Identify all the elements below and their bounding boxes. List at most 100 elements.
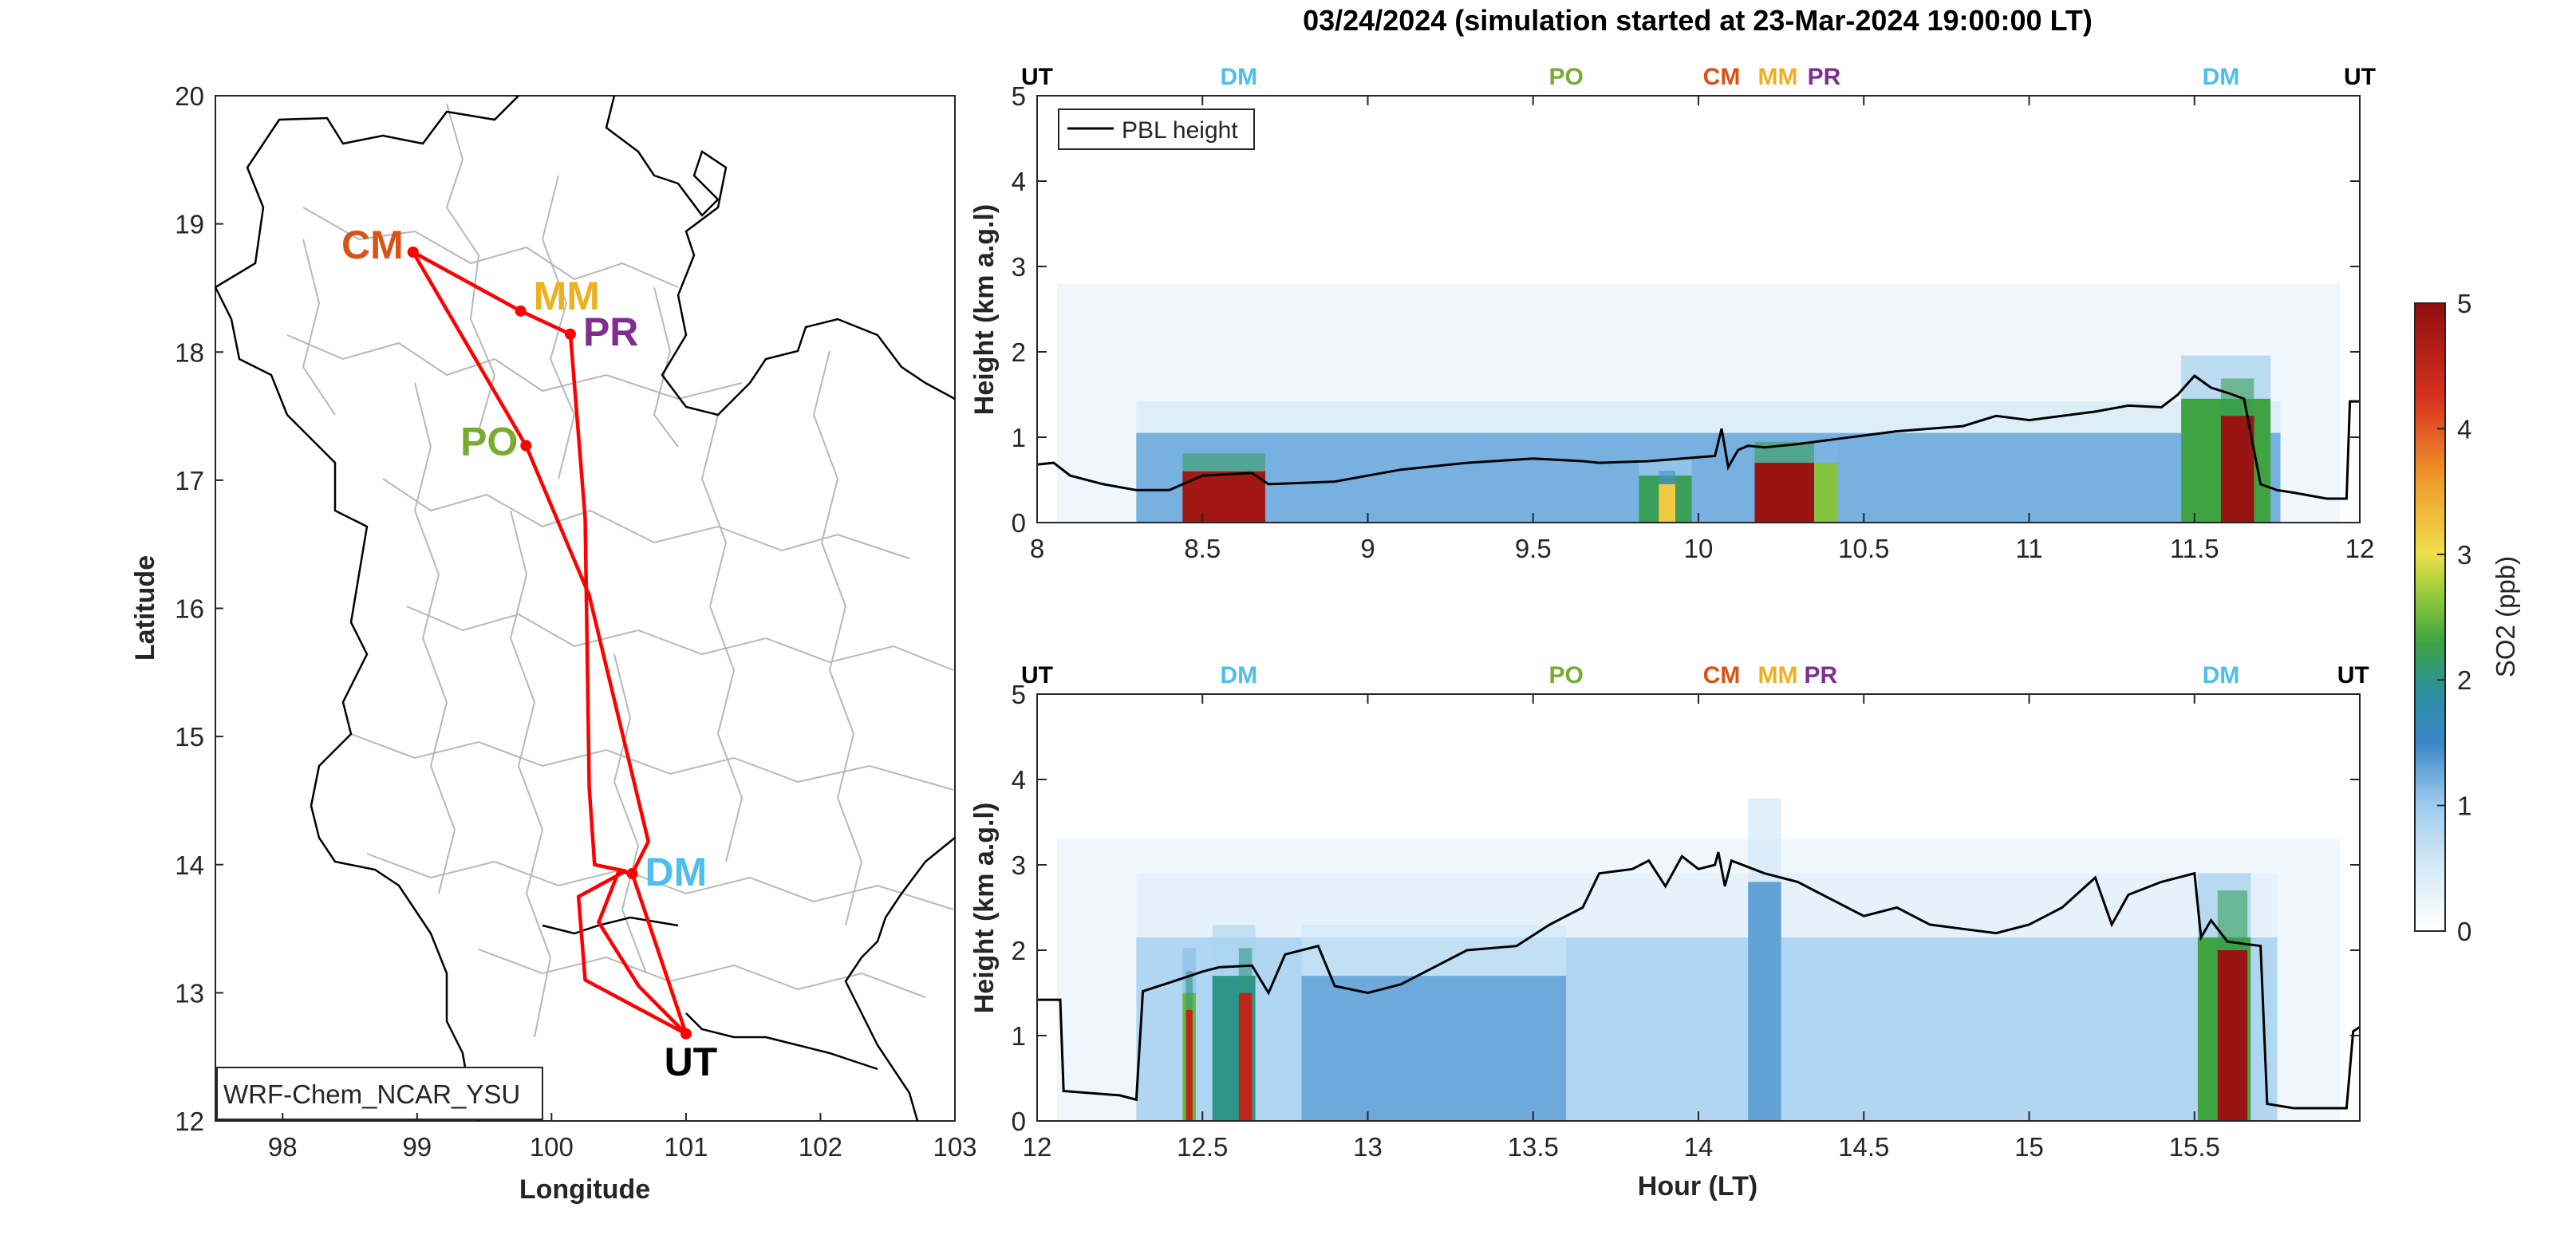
bottom-so2-cell [2217,950,2248,1121]
top-so2-cell [2220,416,2254,523]
bottom-ytick-label: 0 [1012,1107,1026,1136]
map-xtick-label: 99 [402,1132,432,1162]
top-xtick-label: 9 [1360,534,1375,563]
top-stop-label-pr: PR [1808,64,1841,90]
colorbar-tick-label: 0 [2457,917,2471,946]
top-ytick-label: 0 [1012,508,1026,538]
top-so2-cell [1182,471,1266,523]
top-ylabel: Height (km a.g.l) [969,204,1000,415]
bottom-so2-cell [1185,1009,1193,1121]
top-xtick-label: 10 [1684,534,1714,563]
top-xtick-label: 9.5 [1515,534,1552,563]
top-xtick-label: 8 [1030,534,1044,563]
map-ytick-label: 18 [175,337,204,367]
bottom-ytick-label: 1 [1012,1021,1026,1051]
top-ytick-label: 4 [1012,167,1026,196]
bottom-ytick-label: 4 [1012,765,1026,795]
bottom-xtick-label: 14 [1684,1132,1714,1162]
route-line [411,250,688,1036]
top-stop-label-dm: DM [2203,64,2240,90]
station-label-cm: CM [341,223,404,267]
map-ytick-label: 15 [175,722,204,752]
map-ytick-label: 13 [175,978,204,1008]
station-marker-pr [564,328,576,340]
province-boundaries [286,103,954,1038]
colorbar-tick-label: 2 [2457,665,2471,695]
top-so2-cell [1754,463,1815,523]
station-label-ut: UT [665,1040,718,1084]
bottom-stop-label-po: PO [1549,662,1584,689]
station-marker-po [520,440,532,452]
map-xtick-label: 100 [530,1132,574,1162]
map-xtick-label: 98 [268,1132,298,1162]
station-marker-ut [680,1028,692,1040]
map-ytick-label: 12 [175,1107,204,1136]
top-so2-cell [1136,432,2281,523]
figure-title: 03/24/2024 (simulation started at 23-Mar… [1303,4,2093,37]
top-legend: PBL height [1058,109,1255,150]
top-stop-label-mm: MM [1757,64,1797,90]
bottom-ylabel: Height (km a.g.l) [969,803,1000,1013]
bottom-xtick-label: 15 [2014,1132,2044,1162]
bottom-xlabel: Hour (LT) [1638,1171,1757,1202]
map-xtick-label: 101 [664,1132,708,1162]
bottom-stop-label-dm: DM [2203,662,2240,689]
top-stop-label-ut: UT [2344,64,2376,90]
map-ytick-label: 19 [175,210,204,239]
top-ytick-label: 5 [1012,81,1026,111]
top-stop-label-cm: CM [1703,64,1741,90]
colorbar: 0 1 2 3 4 5 SO2 (ppb) [2414,289,2520,946]
bottom-so2-cell [1748,882,1781,1121]
map-xtick-label: 102 [799,1132,842,1162]
bottom-ytick-label: 3 [1012,850,1026,880]
bottom-so2-cell [1238,992,1252,1121]
bottom-stop-label-mm: MM [1757,662,1797,689]
bottom-stop-label-ut: UT [1021,662,1053,689]
top-xtick-label: 8.5 [1184,534,1221,563]
station-label-pr: PR [583,310,638,354]
bottom-xtick-label: 15.5 [2169,1132,2220,1162]
country-boundary [214,95,956,1122]
station-label-mm: MM [534,274,600,318]
top-xtick-label: 11.5 [2170,534,2219,563]
top-stop-label-dm: DM [1221,64,1258,90]
colorbar-tick-label: 1 [2457,791,2471,821]
bottom-pbl-line [1037,851,2360,1110]
colorbar-gradient [2414,302,2446,932]
station-label-po: PO [460,420,518,464]
colorbar-tick-label: 5 [2457,289,2471,318]
model-label-box [216,1067,543,1120]
top-pbl-line [1037,373,2360,500]
bottom-xtick-label: 13.5 [1508,1132,1559,1162]
top-stop-label-po: PO [1549,64,1584,90]
bottom-so2-cell [1301,976,1567,1121]
top-stop-label-ut: UT [1021,64,1053,90]
colorbar-tick-label: 4 [2457,414,2471,444]
bottom-xtick-label: 14.5 [1838,1132,1889,1162]
map-ytick-label: 17 [175,466,204,495]
bottom-ytick-label: 2 [1012,936,1026,965]
top-so2-cell [1814,463,1838,523]
bottom-xtick-label: 12 [1023,1132,1052,1162]
top-ytick-label: 1 [1012,423,1026,452]
station-marker-dm [626,867,638,879]
map-ytick-label: 20 [175,81,204,111]
top-ytick-label: 3 [1012,252,1026,282]
bottom-stop-label-cm: CM [1703,662,1741,689]
bottom-ytick-label: 5 [1012,680,1026,709]
top-ytick-label: 2 [1012,337,1026,367]
bottom-stop-label-ut: UT [2337,662,2369,689]
top-xtick-label: 10.5 [1838,534,1889,563]
map-ylabel: Latitude [130,555,160,661]
station-marker-cm [407,246,419,258]
colorbar-label: SO2 (ppb) [2491,556,2520,677]
top-legend-label: PBL height [1122,117,1238,144]
map-ytick-label: 14 [175,850,204,880]
colorbar-tick-label: 3 [2457,540,2471,570]
map-ytick-label: 16 [175,594,204,624]
top-so2-cell [1659,483,1675,523]
bottom-xtick-label: 13 [1353,1132,1383,1162]
